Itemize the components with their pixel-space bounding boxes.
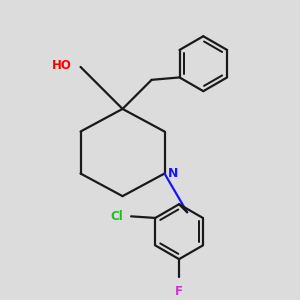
Text: Cl: Cl — [110, 210, 123, 223]
Text: HO: HO — [52, 59, 72, 72]
Text: N: N — [167, 167, 178, 180]
Text: F: F — [175, 285, 183, 298]
